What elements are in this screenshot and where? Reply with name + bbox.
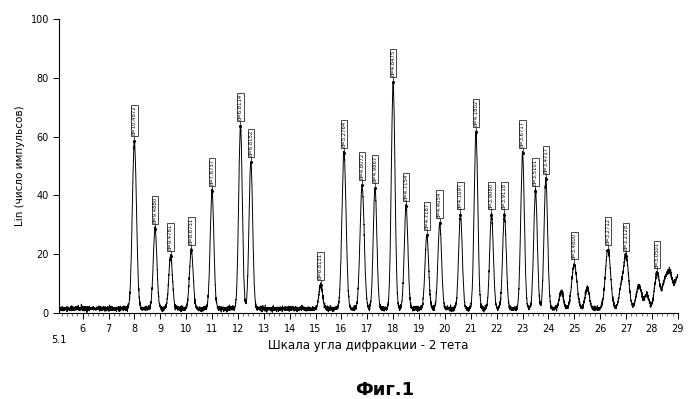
- Text: d=6.8152: d=6.8152: [248, 130, 253, 156]
- Text: d=3.9080: d=3.9080: [489, 183, 494, 209]
- Text: d=4.8072: d=4.8072: [359, 153, 365, 179]
- Text: d=3.9118: d=3.9118: [502, 183, 507, 209]
- Text: 5.1: 5.1: [52, 335, 67, 345]
- Text: d=4.1802: d=4.1802: [473, 100, 479, 126]
- Text: d=4.7187: d=4.7187: [424, 203, 429, 229]
- Text: d=3.2128: d=3.2128: [624, 224, 628, 250]
- Y-axis label: Lin (число импульсов): Lin (число импульсов): [15, 106, 25, 226]
- Text: d=4.4054: d=4.4054: [438, 191, 442, 217]
- Text: d=3.2712: d=3.2712: [605, 218, 610, 244]
- Text: d=4.9867: d=4.9867: [373, 156, 377, 182]
- Text: d=6.8131: d=6.8131: [318, 253, 323, 279]
- Text: d=3.4800: d=3.4800: [572, 233, 577, 259]
- Text: d=9.4781: d=9.4781: [168, 223, 173, 250]
- Text: d=10.4872: d=10.4872: [132, 106, 137, 135]
- Text: d=3.4717: d=3.4717: [543, 147, 548, 174]
- Text: d=4.7154: d=4.7154: [403, 174, 409, 200]
- Text: d=7.6737: d=7.6737: [210, 159, 215, 185]
- Text: Фиг.1: Фиг.1: [355, 381, 414, 399]
- Text: d=9.4880: d=9.4880: [152, 197, 157, 223]
- Text: d=3.0501: d=3.0501: [654, 241, 660, 267]
- X-axis label: Шкала угла дифракции - 2 тета: Шкала угла дифракции - 2 тета: [268, 339, 469, 352]
- Text: d=3.6717: d=3.6717: [520, 121, 525, 147]
- Text: d=6.8114: d=6.8114: [238, 94, 243, 120]
- Text: d=4.1097: d=4.1097: [458, 182, 463, 209]
- Text: d=8.6731: d=8.6731: [189, 218, 194, 244]
- Text: d=3.5101: d=3.5101: [533, 159, 538, 185]
- Text: d=4.8475: d=4.8475: [391, 50, 396, 76]
- Text: d=5.2764: d=5.2764: [342, 120, 347, 147]
